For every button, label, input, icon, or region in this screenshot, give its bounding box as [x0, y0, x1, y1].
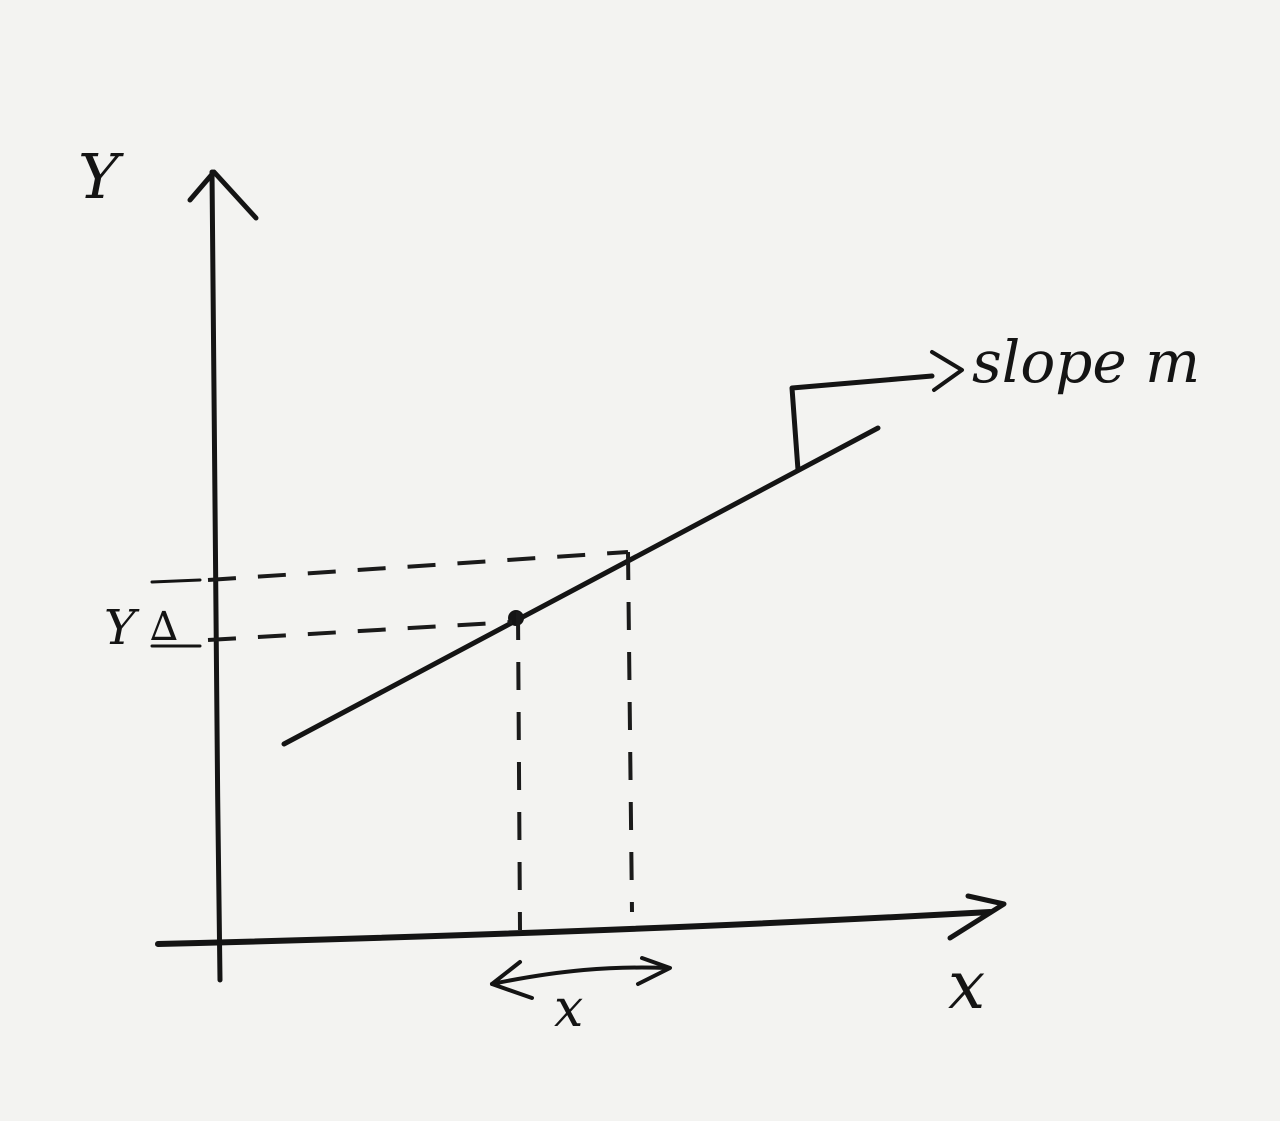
x-interval-arrowhead-left	[490, 960, 534, 1000]
y-axis-arrowhead	[187, 169, 259, 221]
y-tick-bracket	[150, 578, 202, 648]
dashed-guide-vertical-left	[516, 611, 522, 931]
dashed-guide-horizontal-lower	[207, 620, 513, 642]
x-axis-arrowhead	[947, 893, 1007, 941]
slope-indicator-arrowhead	[930, 350, 964, 392]
y-tick-mark-glyph: ∆	[150, 604, 178, 650]
y-tick-label: Y	[104, 600, 140, 656]
x-interval-double-arrow	[490, 965, 670, 986]
y-axis-line	[209, 169, 223, 983]
x-interval-label: x	[554, 979, 583, 1039]
x-interval-arrowhead-right	[636, 956, 672, 986]
x-axis-label: x	[948, 947, 985, 1024]
slope-indicator-bracket	[789, 373, 935, 473]
x-axis-line	[155, 909, 993, 947]
straight-line	[281, 425, 881, 747]
dashed-guide-vertical-right	[626, 551, 634, 913]
slope-label: slope m	[972, 328, 1200, 396]
y-axis-label: Y	[78, 140, 124, 213]
dashed-guide-horizontal-upper	[207, 550, 629, 582]
